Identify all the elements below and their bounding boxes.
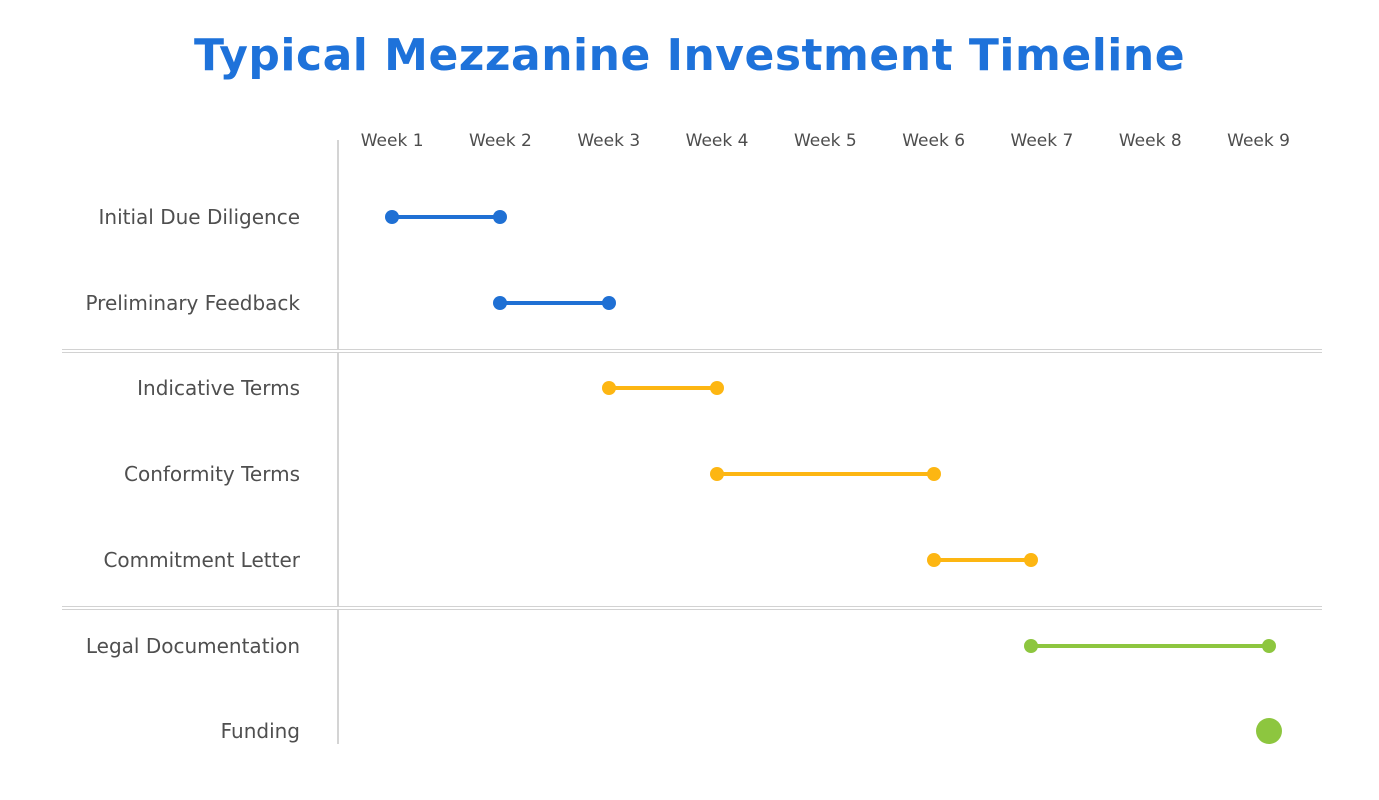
task-label: Conformity Terms	[124, 462, 300, 487]
task-end-dot	[1262, 638, 1277, 653]
week-label: Week 1	[360, 131, 424, 151]
week-label: Week 3	[577, 131, 641, 151]
week-label: Week 7	[1010, 131, 1074, 151]
week-label: Week 9	[1227, 131, 1290, 151]
task-bar	[1031, 643, 1270, 648]
week-label: Week 4	[685, 131, 749, 151]
task-label: Indicative Terms	[137, 376, 300, 401]
task-bar	[933, 557, 1032, 562]
task-label: Preliminary Feedback	[85, 290, 300, 315]
task-bar	[608, 386, 718, 391]
page-title: Typical Mezzanine Investment Timeline	[193, 30, 1186, 81]
task-label: Commitment Letter	[103, 547, 300, 572]
task-start-dot	[1024, 638, 1039, 653]
task-end-dot	[493, 210, 508, 224]
week-label: Week 6	[902, 131, 966, 151]
task-end-dot	[710, 381, 725, 396]
task-start-dot	[926, 552, 941, 567]
milestone-dot	[1256, 718, 1283, 745]
task-end-dot	[1024, 552, 1039, 567]
week-label: Week 2	[469, 131, 532, 151]
section-divider	[62, 605, 1322, 610]
week-label: Week 8	[1118, 131, 1182, 151]
task-end-dot	[926, 467, 941, 482]
task-end-dot	[601, 295, 616, 310]
task-start-dot	[385, 210, 400, 224]
task-bar	[500, 300, 609, 305]
task-bar	[392, 215, 501, 219]
task-start-dot	[601, 381, 616, 396]
task-label: Initial Due Diligence	[98, 205, 300, 229]
task-start-dot	[710, 467, 725, 482]
y-axis-line	[337, 140, 339, 744]
task-label: Legal Documentation	[85, 633, 300, 658]
task-start-dot	[493, 295, 508, 310]
task-label: Funding	[220, 719, 300, 744]
section-divider	[62, 348, 1322, 353]
week-label: Week 5	[793, 131, 857, 151]
task-bar	[717, 472, 934, 477]
